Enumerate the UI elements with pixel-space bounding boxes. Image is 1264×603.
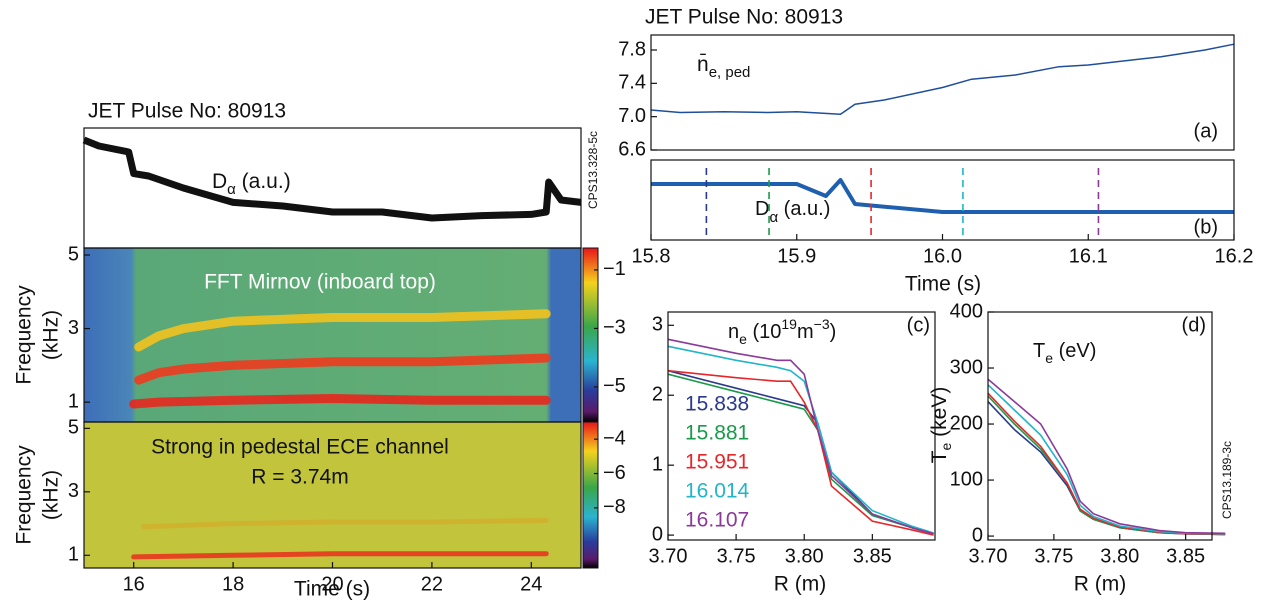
line [82, 136, 582, 222]
label: Dα (a.u.) [212, 170, 291, 198]
line [667, 369, 934, 536]
mode-band [141, 517, 549, 530]
y-label: Te (keV) [928, 387, 954, 464]
plot-frame [650, 34, 1235, 151]
panel-label: (d) [1182, 314, 1206, 336]
y-tick-label: 400 [950, 300, 983, 322]
y-tick-label: 200 [950, 412, 983, 434]
colorbar-tick-label: −8 [603, 496, 626, 518]
colorbar [582, 247, 599, 423]
x-tick-label: 3.80 [1100, 545, 1139, 567]
y-tick-label: 1 [652, 453, 663, 475]
x-tick-label: 20 [321, 573, 343, 595]
y-tick-label: 7.0 [618, 105, 646, 127]
colorbar-tick-label: −1 [603, 258, 626, 280]
y-tick-label: 7.4 [618, 72, 646, 94]
label: Strong in pedestal ECE channel [151, 436, 449, 459]
plot-frame [987, 311, 1213, 541]
panel-label: (c) [907, 314, 930, 336]
x-tick-label: 3.75 [1034, 545, 1073, 567]
title: JET Pulse No: 80913 [88, 100, 286, 123]
colorbar-tick-label: −4 [603, 427, 626, 449]
title: JET Pulse No: 80913 [645, 6, 843, 29]
x-tick-label: 22 [421, 573, 443, 595]
line [987, 378, 1226, 535]
y-label: Frequency [13, 285, 36, 385]
y-tick-label: 6.6 [618, 138, 646, 160]
x-tick-label: 3.85 [853, 545, 892, 567]
line [667, 338, 934, 535]
panel-label: (b) [1194, 216, 1218, 238]
y-tick-label: 5 [68, 243, 79, 265]
x-tick-label: 15.8 [632, 245, 671, 267]
label: R = 3.74m [251, 466, 348, 489]
x-label: Time (s) [905, 273, 981, 296]
panel-label: (a) [1194, 120, 1218, 142]
y-tick-label: 1 [68, 544, 79, 566]
y-label: (kHz) [40, 470, 63, 520]
legend-entry: 16.107 [685, 509, 749, 532]
y-tick-label: 7.8 [618, 38, 646, 60]
y-tick-label: 3 [68, 317, 79, 339]
colorbar-tick-label: −3 [603, 317, 626, 339]
x-tick-label: 18 [222, 573, 244, 595]
y-tick-label: 0 [652, 523, 663, 545]
line [987, 401, 1226, 536]
label: FFT Mirnov (inboard top) [204, 271, 436, 294]
plot-frame [667, 311, 936, 541]
x-tick-label: 15.9 [777, 245, 816, 267]
colorbar-tick-label: −6 [603, 462, 626, 484]
label: Te (eV) [1033, 340, 1096, 365]
label: Dα (a.u.) [755, 198, 830, 226]
line [987, 395, 1226, 536]
x-tick-label: 3.75 [717, 545, 756, 567]
line [650, 43, 1235, 115]
x-label: Time (s) [294, 578, 370, 601]
mode-band [129, 393, 551, 409]
x-tick-label: 3.70 [969, 545, 1008, 567]
line [987, 384, 1226, 535]
x-tick-label: 16.1 [1069, 245, 1108, 267]
y-tick-label: 3 [652, 314, 663, 336]
x-tick-label: 16 [123, 573, 145, 595]
figure-code: CPS13.328-5c [586, 131, 600, 209]
x-tick-label: 16.0 [923, 245, 962, 267]
y-tick-label: 5 [68, 417, 79, 439]
label: n̄e, ped [697, 52, 750, 81]
colorbar [582, 421, 599, 569]
line [987, 392, 1226, 536]
y-tick-label: 3 [68, 480, 79, 502]
mode-band [131, 551, 549, 560]
y-tick-label: 0 [972, 524, 983, 546]
y-tick-label: 300 [950, 356, 983, 378]
label: ne (1019m−3) [728, 316, 836, 347]
mode-band [134, 309, 551, 352]
x-tick-label: 3.70 [649, 545, 688, 567]
y-label: Frequency [13, 445, 36, 545]
x-tick-label: 3.85 [1166, 545, 1205, 567]
legend-entry: 15.951 [685, 451, 749, 474]
y-tick-label: 100 [950, 468, 983, 490]
y-tick-label: 1 [68, 390, 79, 412]
x-tick-label: 16.2 [1215, 245, 1254, 267]
spectrogram-bg [84, 422, 581, 568]
x-tick-label: 3.80 [785, 545, 824, 567]
y-tick-label: 2 [652, 384, 663, 406]
figure-code: CPS13.189-3c [1220, 441, 1234, 519]
x-label: R (m) [774, 573, 826, 596]
colorbar-tick-label: −5 [603, 375, 626, 397]
legend-entry: 15.881 [685, 422, 749, 445]
legend-entry: 15.838 [685, 393, 749, 416]
legend-entry: 16.014 [685, 480, 750, 503]
plot-frame [650, 159, 1235, 241]
y-label: (kHz) [40, 310, 63, 360]
line [651, 178, 1234, 214]
x-label: R (m) [1074, 573, 1126, 596]
mode-band [134, 353, 551, 385]
plot-frame [83, 127, 582, 249]
x-tick-label: 24 [520, 573, 542, 595]
